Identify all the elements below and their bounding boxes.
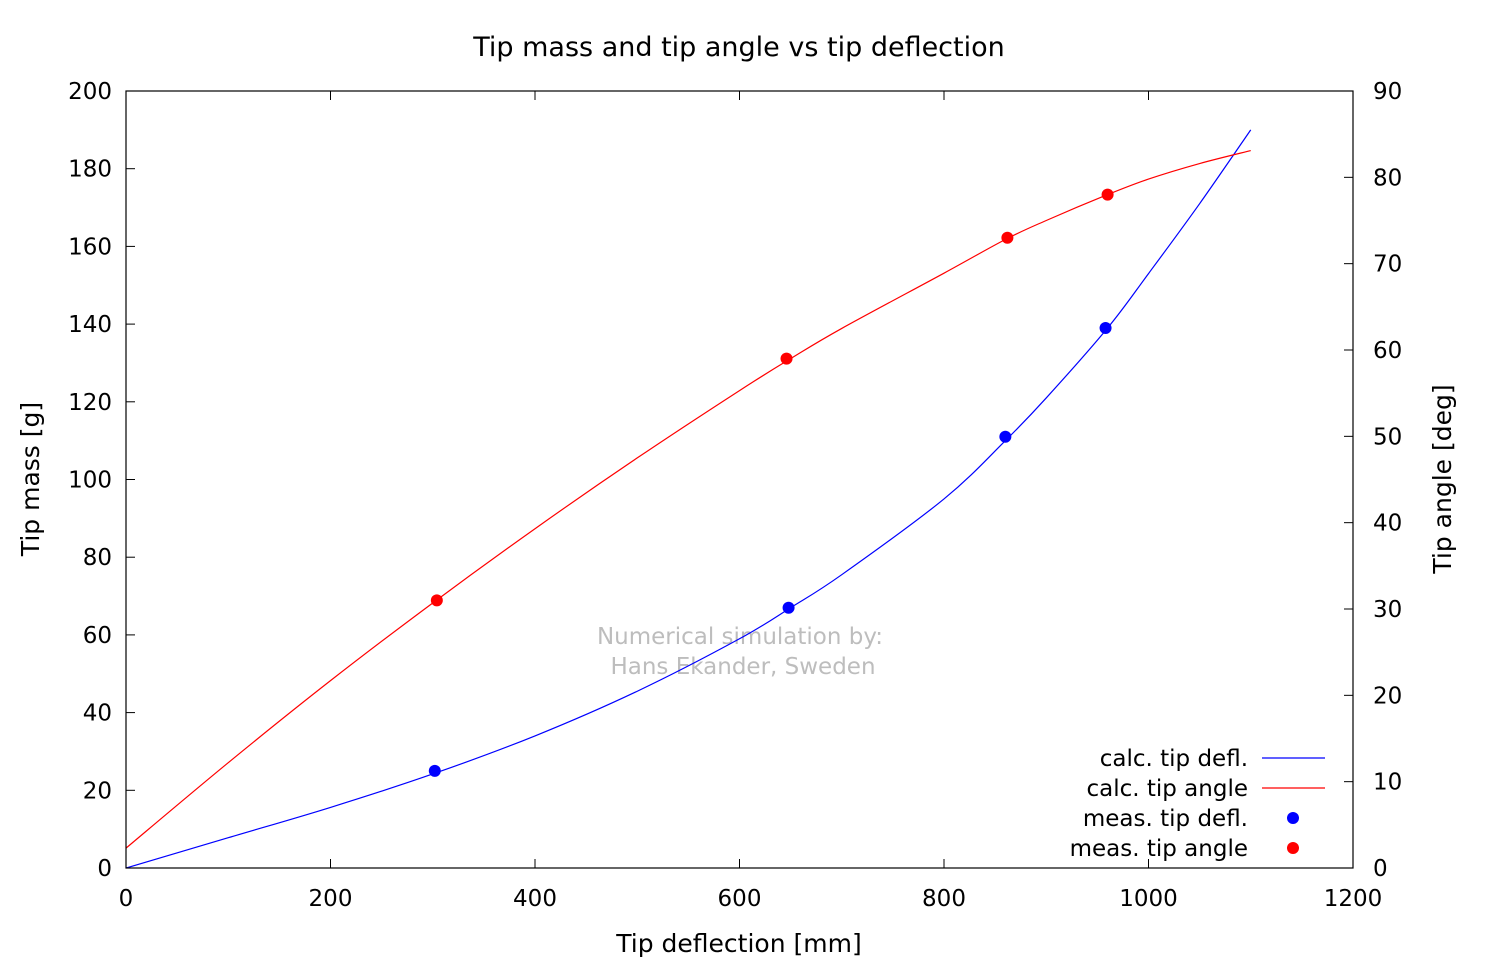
watermark-line-1: Numerical simulation by: xyxy=(597,624,883,650)
y-tick-label-10: 200 xyxy=(68,79,112,105)
y2-axis-label: Tip angle [deg] xyxy=(1428,384,1457,574)
y-tick-label-8: 160 xyxy=(68,234,112,260)
point-meas-tip-angle-0 xyxy=(430,594,443,607)
point-meas-tip-defl-1 xyxy=(782,601,795,614)
point-meas-tip-defl-0 xyxy=(428,764,441,777)
y2-tick-label-4: 40 xyxy=(1373,511,1402,537)
x-tick-label-3: 600 xyxy=(718,886,762,912)
y-tick-label-7: 140 xyxy=(68,312,112,338)
y-tick-label-3: 60 xyxy=(83,623,112,649)
y-tick-label-4: 80 xyxy=(83,545,112,571)
legend-label-calc-tip-defl: calc. tip defl. xyxy=(1100,746,1248,772)
y2-tick-label-0: 0 xyxy=(1373,856,1388,882)
point-meas-tip-defl-2 xyxy=(999,430,1012,443)
y2-tick-label-1: 10 xyxy=(1373,770,1402,796)
legend-label-calc-tip-angle: calc. tip angle xyxy=(1086,776,1248,802)
y-tick-label-9: 180 xyxy=(68,157,112,183)
legend-swatch-meas-tip-defl xyxy=(1287,812,1299,824)
y-tick-label-2: 40 xyxy=(83,701,112,727)
y2-tick-label-8: 80 xyxy=(1373,165,1402,191)
plot-area xyxy=(125,129,1252,869)
legend: calc. tip defl. calc. tip angle meas. tip … xyxy=(1070,746,1325,862)
y-tick-label-0: 0 xyxy=(97,856,112,882)
y2-tick-label-5: 50 xyxy=(1373,424,1402,450)
y2-tick-label-2: 20 xyxy=(1373,683,1402,709)
x-tick-label-5: 1000 xyxy=(1119,886,1178,912)
y-tick-label-6: 120 xyxy=(68,390,112,416)
y-axis-label: Tip mass [g] xyxy=(16,402,45,557)
legend-swatch-meas-tip-angle xyxy=(1287,842,1299,854)
point-meas-tip-angle-3 xyxy=(1101,188,1114,201)
watermark-line-2: Hans Ekander, Sweden xyxy=(610,654,875,680)
y-tick-label-5: 100 xyxy=(68,468,112,494)
y-tick-label-1: 20 xyxy=(83,778,112,804)
x-tick-label-6: 1200 xyxy=(1324,886,1383,912)
x-tick-label-0: 0 xyxy=(119,886,134,912)
point-meas-tip-defl-3 xyxy=(1099,321,1112,334)
y2-tick-label-6: 60 xyxy=(1373,338,1402,364)
x-tick-label-2: 400 xyxy=(513,886,557,912)
x-axis-label: Tip deflection [mm] xyxy=(615,929,861,958)
x-tick-label-4: 800 xyxy=(922,886,966,912)
series-line-calc-tip-defl xyxy=(125,129,1252,869)
x-tick-label-1: 200 xyxy=(309,886,353,912)
y2-tick-label-7: 70 xyxy=(1373,252,1402,278)
point-meas-tip-angle-1 xyxy=(780,352,793,365)
y2-tick-label-9: 90 xyxy=(1373,79,1402,105)
series-line-calc-tip-angle xyxy=(125,149,1251,849)
legend-label-meas-tip-angle: meas. tip angle xyxy=(1070,836,1248,862)
y2-tick-label-3: 30 xyxy=(1373,597,1402,623)
chart-title: Tip mass and tip angle vs tip deflection xyxy=(472,32,1005,63)
point-meas-tip-angle-2 xyxy=(1001,231,1014,244)
legend-label-meas-tip-defl: meas. tip defl. xyxy=(1083,806,1248,832)
